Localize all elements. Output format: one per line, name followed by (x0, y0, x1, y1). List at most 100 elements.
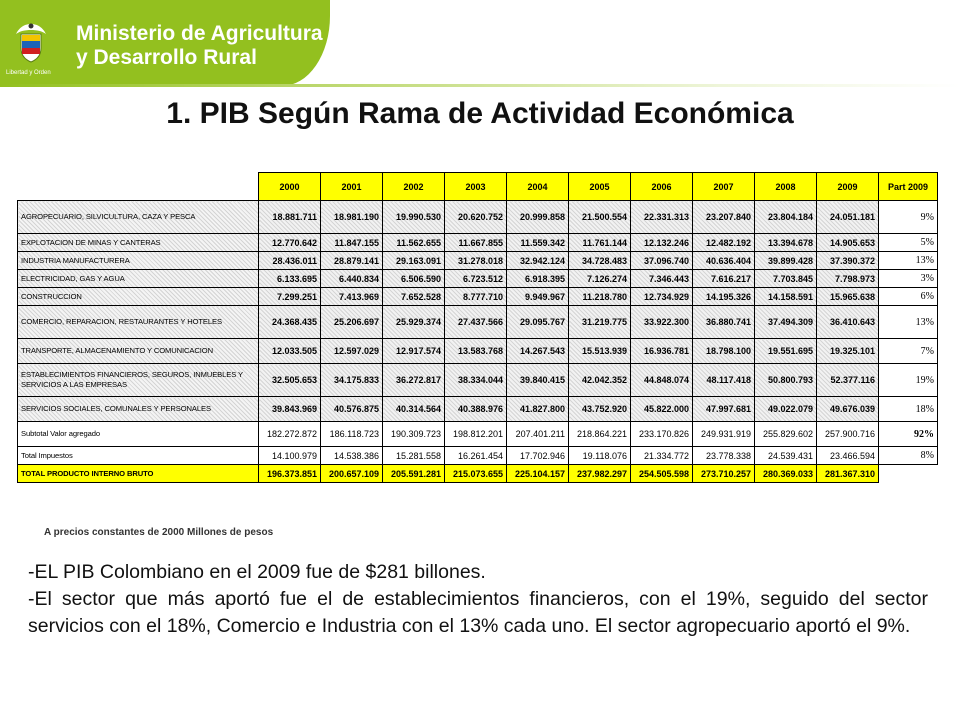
value-cell: 15.965.638 (816, 287, 879, 306)
value-cell: 218.864.221 (568, 421, 631, 447)
row-label: TOTAL PRODUCTO INTERNO BRUTO (17, 464, 259, 483)
crest-caption: Libertad y Orden (6, 70, 51, 76)
value-cell: 27.437.566 (444, 305, 507, 339)
value-cell: 20.999.858 (506, 200, 569, 234)
value-cell: 45.822.000 (630, 396, 693, 422)
value-cell: 14.158.591 (754, 287, 817, 306)
year-header: 2002 (382, 172, 445, 201)
slide-title: 1. PIB Según Rama de Actividad Económica (166, 97, 794, 130)
row-label: ESTABLECIMIENTOS FINANCIEROS, SEGUROS, I… (17, 363, 259, 397)
value-cell: 12.033.505 (258, 338, 321, 364)
value-cell: 14.100.979 (258, 446, 321, 465)
value-cell: 18.798.100 (692, 338, 755, 364)
year-header: 2000 (258, 172, 321, 201)
value-cell: 40.576.875 (320, 396, 383, 422)
value-cell: 182.272.872 (258, 421, 321, 447)
value-cell: 280.369.033 (754, 464, 817, 483)
value-cell: 43.752.920 (568, 396, 631, 422)
year-header: 2003 (444, 172, 507, 201)
value-cell: 47.997.681 (692, 396, 755, 422)
table-row: ELECTRICIDAD, GAS Y AGUA 6.133.695 6.440.8… (17, 269, 938, 288)
part-cell: 13% (878, 305, 938, 339)
value-cell: 18.881.711 (258, 200, 321, 234)
table-row: EXPLOTACION DE MINAS Y CANTERAS 12.770.64… (17, 233, 938, 252)
row-label: INDUSTRIA MANUFACTURERA (17, 251, 259, 270)
value-cell: 49.022.079 (754, 396, 817, 422)
value-cell: 7.652.528 (382, 287, 445, 306)
value-cell: 7.798.973 (816, 269, 879, 288)
value-cell: 198.812.201 (444, 421, 507, 447)
value-cell: 237.982.297 (568, 464, 631, 483)
value-cell: 7.126.274 (568, 269, 631, 288)
value-cell: 190.309.723 (382, 421, 445, 447)
header-green-panel (0, 0, 330, 86)
value-cell: 25.206.697 (320, 305, 383, 339)
value-cell: 40.314.564 (382, 396, 445, 422)
value-cell: 12.734.929 (630, 287, 693, 306)
year-header: 2006 (630, 172, 693, 201)
value-cell: 32.942.124 (506, 251, 569, 270)
year-header: 2001 (320, 172, 383, 201)
part-cell (878, 464, 938, 483)
value-cell: 11.559.342 (506, 233, 569, 252)
part-cell: 18% (878, 396, 938, 422)
pib-table: 2000 2001 2002 2003 2004 2005 2006 2007 … (17, 172, 938, 483)
value-cell: 186.118.723 (320, 421, 383, 447)
value-cell: 16.261.454 (444, 446, 507, 465)
value-cell: 14.195.326 (692, 287, 755, 306)
value-cell: 12.917.574 (382, 338, 445, 364)
value-cell: 15.513.939 (568, 338, 631, 364)
value-cell: 254.505.598 (630, 464, 693, 483)
table-row: INDUSTRIA MANUFACTURERA 28.436.011 28.879.… (17, 251, 938, 270)
table-row: TRANSPORTE, ALMACENAMIENTO Y COMUNICACIO… (17, 338, 938, 364)
value-cell: 39.843.969 (258, 396, 321, 422)
coat-of-arms-icon (16, 23, 46, 63)
value-cell: 215.073.655 (444, 464, 507, 483)
value-cell: 36.410.643 (816, 305, 879, 339)
row-label: CONSTRUCCION (17, 287, 259, 306)
value-cell: 13.394.678 (754, 233, 817, 252)
units-note: A precios constantes de 2000 Millones de… (44, 527, 274, 538)
value-cell: 6.506.590 (382, 269, 445, 288)
value-cell: 225.104.157 (506, 464, 569, 483)
summary-bullet: -EL PIB Colombiano en el 2009 fue de $28… (28, 561, 486, 583)
value-cell: 12.132.246 (630, 233, 693, 252)
value-cell: 37.096.740 (630, 251, 693, 270)
value-cell: 34.175.833 (320, 363, 383, 397)
value-cell: 24.368.435 (258, 305, 321, 339)
row-label: SERVICIOS SOCIALES, COMUNALES Y PERSONAL… (17, 396, 259, 422)
value-cell: 12.597.029 (320, 338, 383, 364)
value-cell: 31.219.775 (568, 305, 631, 339)
value-cell: 11.218.780 (568, 287, 631, 306)
value-cell: 19.325.101 (816, 338, 879, 364)
table-row: Subtotal Valor agregado 182.272.872 186.11… (17, 421, 938, 447)
summary-text: -EL PIB Colombiano en el 2009 fue de $28… (28, 559, 928, 640)
row-label: COMERCIO, REPARACION, RESTAURANTES Y HOT… (17, 305, 259, 339)
value-cell: 14.267.543 (506, 338, 569, 364)
header-banner: Libertad y Orden Ministerio de Agricultu… (0, 0, 960, 87)
value-cell: 23.207.840 (692, 200, 755, 234)
value-cell: 7.299.251 (258, 287, 321, 306)
value-cell: 8.777.710 (444, 287, 507, 306)
year-header: 2004 (506, 172, 569, 201)
year-header: 2007 (692, 172, 755, 201)
value-cell: 20.620.752 (444, 200, 507, 234)
value-cell: 7.413.969 (320, 287, 383, 306)
year-header: 2005 (568, 172, 631, 201)
value-cell: 42.042.352 (568, 363, 631, 397)
value-cell: 196.373.851 (258, 464, 321, 483)
value-cell: 28.879.141 (320, 251, 383, 270)
value-cell: 23.804.184 (754, 200, 817, 234)
row-label: ELECTRICIDAD, GAS Y AGUA (17, 269, 259, 288)
pib-table-container: 2000 2001 2002 2003 2004 2005 2006 2007 … (17, 172, 938, 483)
value-cell: 6.440.834 (320, 269, 383, 288)
value-cell: 249.931.919 (692, 421, 755, 447)
value-cell: 273.710.257 (692, 464, 755, 483)
row-label: EXPLOTACION DE MINAS Y CANTERAS (17, 233, 259, 252)
part-cell: 8% (878, 446, 938, 465)
header-blank-cell (18, 173, 259, 201)
value-cell: 36.880.741 (692, 305, 755, 339)
value-cell: 24.051.181 (816, 200, 879, 234)
value-cell: 6.723.512 (444, 269, 507, 288)
header-divider (0, 84, 960, 87)
